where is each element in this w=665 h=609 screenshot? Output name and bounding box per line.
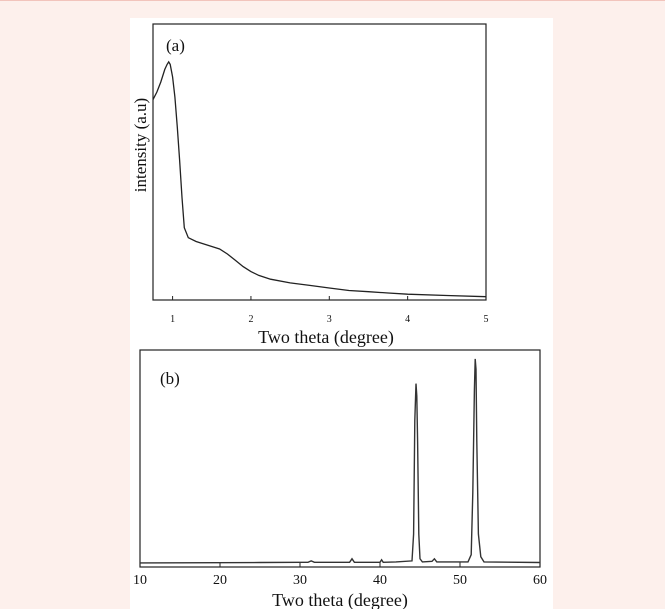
chart-a-ticks: 1 2 3 4 5 [170,296,489,325]
chart-b-x-axis-label: Two theta (degree) [272,590,408,609]
chart-b-frame [139,349,541,568]
chart-a-x-tick-label: 3 [327,314,332,325]
chart-b-ticks: 10 20 30 40 50 60 [133,562,547,588]
chart-b: (b) Two theta (degree) 10 20 30 40 50 60 [133,349,547,609]
chart-b-x-tick-label: 60 [533,573,547,588]
chart-b-series-line [139,358,541,564]
chart-a: (a) Two theta (degree) intensity (a.u) 1… [131,23,489,348]
figure-panel [130,18,553,609]
chart-b-panel-label: (b) [160,369,180,388]
chart-a-x-tick-label: 5 [484,314,489,325]
chart-a-x-tick-label: 4 [405,314,410,325]
chart-b-x-tick-label: 10 [133,573,147,588]
chart-a-series-line [152,60,487,298]
chart-b-x-tick-label: 30 [293,573,307,588]
chart-a-x-tick-label: 1 [170,314,175,325]
chart-a-x-tick-label: 2 [248,314,253,325]
chart-a-panel-label: (a) [166,36,185,55]
chart-a-frame [152,23,487,301]
chart-a-x-axis-label: Two theta (degree) [258,327,394,348]
chart-b-x-tick-label: 20 [213,573,227,588]
chart-a-y-axis-label: intensity (a.u) [131,98,150,192]
chart-b-x-tick-label: 50 [453,573,467,588]
chart-b-x-tick-label: 40 [373,573,387,588]
